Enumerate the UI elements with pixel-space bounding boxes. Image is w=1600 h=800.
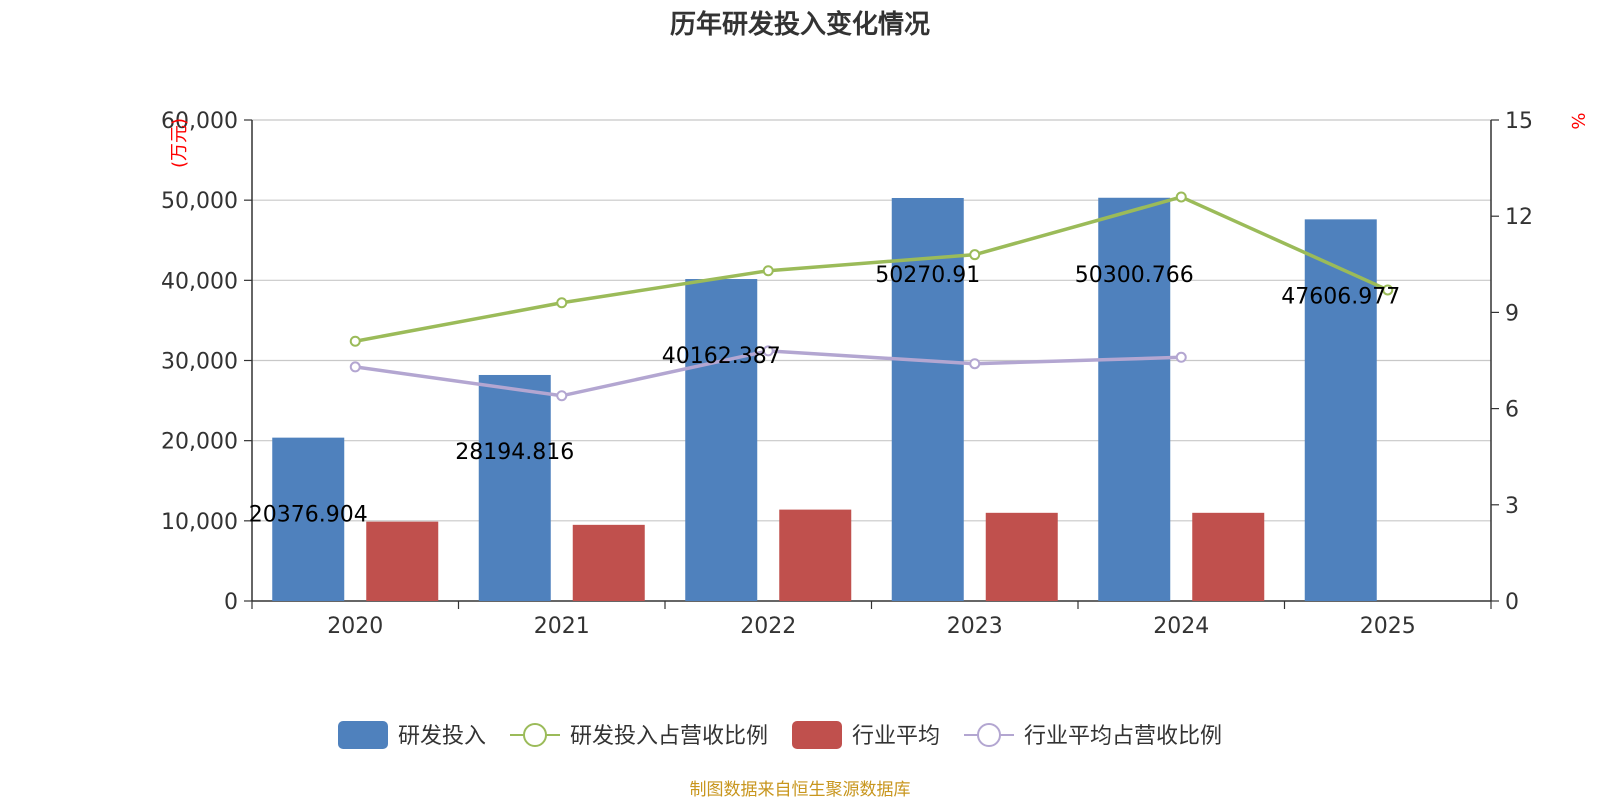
line-point <box>349 335 361 347</box>
line-rd-ratio <box>354 195 1389 343</box>
legend-label: 行业平均占营收比例 <box>1024 724 1222 749</box>
x-tick-label: 2021 <box>534 614 590 639</box>
bar-industry-average <box>366 521 439 601</box>
bar-rd-investment <box>478 374 551 601</box>
y-left-tick-label: 60,000 <box>161 109 238 134</box>
y-left-unit: (万元) <box>169 118 190 168</box>
bar-rd-investment <box>685 279 758 601</box>
line-point <box>969 249 981 261</box>
line-point <box>1382 284 1394 296</box>
legend-swatch-marker <box>977 723 1001 747</box>
x-tick-label: 2020 <box>327 614 383 639</box>
data-label: 20376.904 <box>249 503 368 528</box>
source-note: 制图数据来自恒生聚源数据库 <box>690 780 911 800</box>
legend: 研发投入 研发投入占营收比例 行业平均 行业平均占营收比例 <box>338 721 1222 749</box>
bar-rd-investment <box>891 197 964 601</box>
y-left-tick-label: 20,000 <box>161 430 238 455</box>
legend-swatch-bar <box>338 721 388 749</box>
y-right-tick-label: 9 <box>1505 301 1519 326</box>
y-left-tick-label: 30,000 <box>161 350 238 375</box>
y-left-tick-label: 10,000 <box>161 510 238 535</box>
legend-swatch-marker <box>523 723 547 747</box>
data-label: 28194.816 <box>455 440 574 465</box>
y-right-tick-label: 15 <box>1505 109 1533 134</box>
legend-label: 研发投入 <box>398 724 486 749</box>
y-right-tick-label: 12 <box>1505 205 1533 230</box>
bars <box>272 197 1377 601</box>
line-point <box>762 265 774 277</box>
bar-industry-average <box>779 509 852 601</box>
y-right-tick-label: 0 <box>1505 590 1519 615</box>
line-point <box>969 358 981 370</box>
x-tick-label: 2023 <box>947 614 1003 639</box>
y-left-tick-label: 0 <box>224 590 238 615</box>
bar-rd-investment <box>1304 219 1377 601</box>
y-right-tick-label: 6 <box>1505 398 1519 423</box>
lines <box>349 191 1394 402</box>
bar-industry-average <box>985 512 1058 601</box>
x-tick-label: 2022 <box>740 614 796 639</box>
y-left-tick-label: 50,000 <box>161 189 238 214</box>
y-right-unit: % <box>1567 112 1588 129</box>
y-right-tick-label: 3 <box>1505 494 1519 519</box>
line-point <box>762 345 774 357</box>
legend-label: 行业平均 <box>852 724 940 749</box>
bar-industry-average <box>1192 512 1265 601</box>
legend-swatch-bar <box>792 721 842 749</box>
line-point <box>556 297 568 309</box>
line-point <box>1175 351 1187 363</box>
chart-title: 历年研发投入变化情况 <box>670 9 930 40</box>
data-label: 50300.766 <box>1075 263 1194 288</box>
axes: 0 10,000 20,000 30,000 40,000 50,000 60,000 0 3 6… <box>161 109 1533 639</box>
x-tick-label: 2024 <box>1153 614 1209 639</box>
bar-rd-investment <box>272 437 345 601</box>
line-point <box>349 361 361 373</box>
grid <box>252 119 1491 522</box>
bar-industry-average <box>572 524 645 601</box>
data-label: 50270.91 <box>875 263 980 288</box>
data-label: 40162.387 <box>662 344 781 369</box>
line-point <box>556 390 568 402</box>
legend-label: 研发投入占营收比例 <box>570 724 768 749</box>
data-labels: 20376.904 28194.816 40162.387 50270.91 50300… <box>249 263 1400 528</box>
line-point <box>1175 191 1187 203</box>
x-tick-label: 2025 <box>1360 614 1416 639</box>
y-left-tick-label: 40,000 <box>161 269 238 294</box>
data-label: 47606.977 <box>1281 284 1400 309</box>
bar-rd-investment <box>1098 197 1171 601</box>
